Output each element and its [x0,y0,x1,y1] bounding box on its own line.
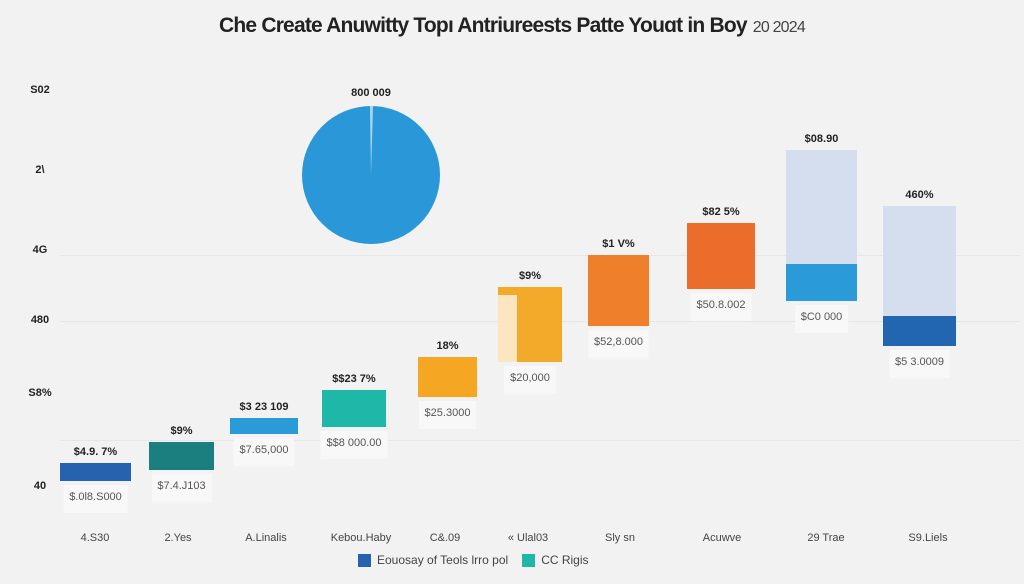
bar-bottom-label: $$8 000.00 [320,431,388,459]
bar [322,390,386,427]
y-tick-label: 2\ [35,164,45,176]
pie-slice-small [370,106,373,175]
y-tick-label: S8% [28,387,52,399]
legend-label: CC Rigis [541,553,589,567]
pie-label: 800 009 [351,87,391,99]
x-tick-label: S9.Liels [908,532,948,544]
legend-swatch [522,553,536,567]
bar-top-label: 460% [905,189,934,201]
bar-bottom-label: $7.4.J103 [151,474,212,502]
y-tick-label: S02 [30,84,50,96]
x-tick-label: 29 Trae [807,532,845,544]
bar-bottom-label: $52,8.000 [588,330,649,358]
bar-top-label: $3 23 109 [239,401,289,413]
bar-top-label: $9% [170,425,193,437]
bar [60,463,131,481]
bar-top-label: $82 5% [702,206,740,218]
bar-background [786,150,857,264]
bar [687,223,755,289]
gridline [60,440,1020,441]
legend-swatch [358,553,371,567]
x-tick-label: Sly sn [605,532,635,544]
title-year: 20 2024 [752,19,806,36]
bar [230,418,298,434]
bar-top-label: $$23 7% [332,373,376,385]
bar-top-label: $4.9. 7% [73,446,118,458]
x-tick-label: 4.S30 [80,532,110,544]
bar-bottom-label: $5 3.0009 [889,350,950,378]
bar [883,316,956,346]
bar-top-label: $9% [518,270,542,282]
legend: Eouosay of Teols lrro pol CC Rigis [358,553,589,567]
bar-top-label: 18% [436,340,459,352]
bar [786,264,857,301]
x-tick-label: A.Linalis [245,532,287,544]
bar-highlight [498,295,517,362]
chart-title: Che Create Anuwitty Topı Antriureests Pa… [0,14,1024,38]
title-text: Che Create Anuwitty Topı Antriureests Pa… [219,14,748,37]
bar-top-label: $1 V% [602,238,635,250]
bar [588,255,649,326]
x-tick-label: Acuwve [702,532,742,544]
bar-bottom-label: $25.3000 [418,401,477,429]
bar-background [883,206,956,316]
bar [418,357,477,397]
y-tick-label: 40 [33,480,47,492]
legend-label: Eouosay of Teols lrro pol [377,553,509,567]
bar-top-label: $08.90 [804,133,839,145]
bar [149,442,214,470]
x-tick-label: 2.Yes [164,532,192,544]
x-tick-label: Kebou.Haby [330,532,392,544]
x-tick-label: C&.09 [429,532,461,544]
bar-bottom-label: $.0l8.S000 [63,485,128,513]
bar-bottom-label: $C0 000 [794,305,849,333]
gridline [60,255,1020,256]
bar-bottom-label: $7.65,000 [233,438,295,466]
bar-bottom-label: $20,000 [504,366,556,394]
y-tick-label: 4G [32,244,48,256]
x-tick-label: « Ulal03 [507,532,549,544]
y-tick-label: 480 [30,314,50,326]
bar-bottom-label: $50.8.002 [690,293,752,321]
